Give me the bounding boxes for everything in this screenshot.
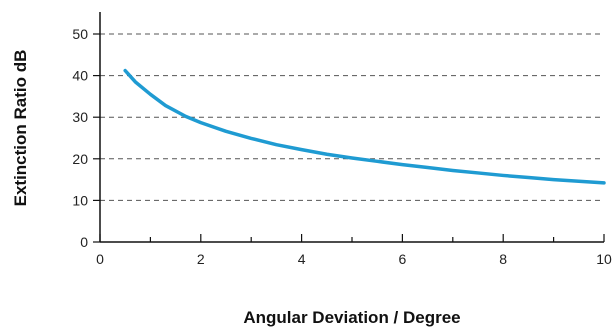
y-tick-label-20: 20	[72, 151, 88, 167]
y-tick-label-0: 0	[80, 234, 88, 250]
axis-ticks	[93, 33, 605, 243]
y-tick-label-30: 30	[72, 109, 88, 125]
series-layer	[123, 68, 606, 185]
series-line-0	[123, 68, 606, 185]
y-tick-label-50: 50	[72, 26, 88, 42]
y-tick-label-10: 10	[72, 192, 88, 208]
x-tick-label-8: 8	[499, 251, 507, 267]
grid-lines	[100, 33, 604, 201]
x-axis-title: Angular Deviation / Degree	[243, 308, 460, 327]
y-tick-label-40: 40	[72, 68, 88, 84]
y-axis-title: Extinction Ratio dB	[11, 50, 30, 207]
tick-labels: 0 10 20 30 40 50 0 2 4 6 8 10	[72, 26, 612, 267]
x-tick-label-2: 2	[197, 251, 205, 267]
x-tick-label-6: 6	[399, 251, 407, 267]
x-tick-label-4: 4	[298, 251, 306, 267]
x-tick-label-10: 10	[596, 251, 612, 267]
x-tick-label-0: 0	[96, 251, 104, 267]
axes	[99, 12, 604, 243]
